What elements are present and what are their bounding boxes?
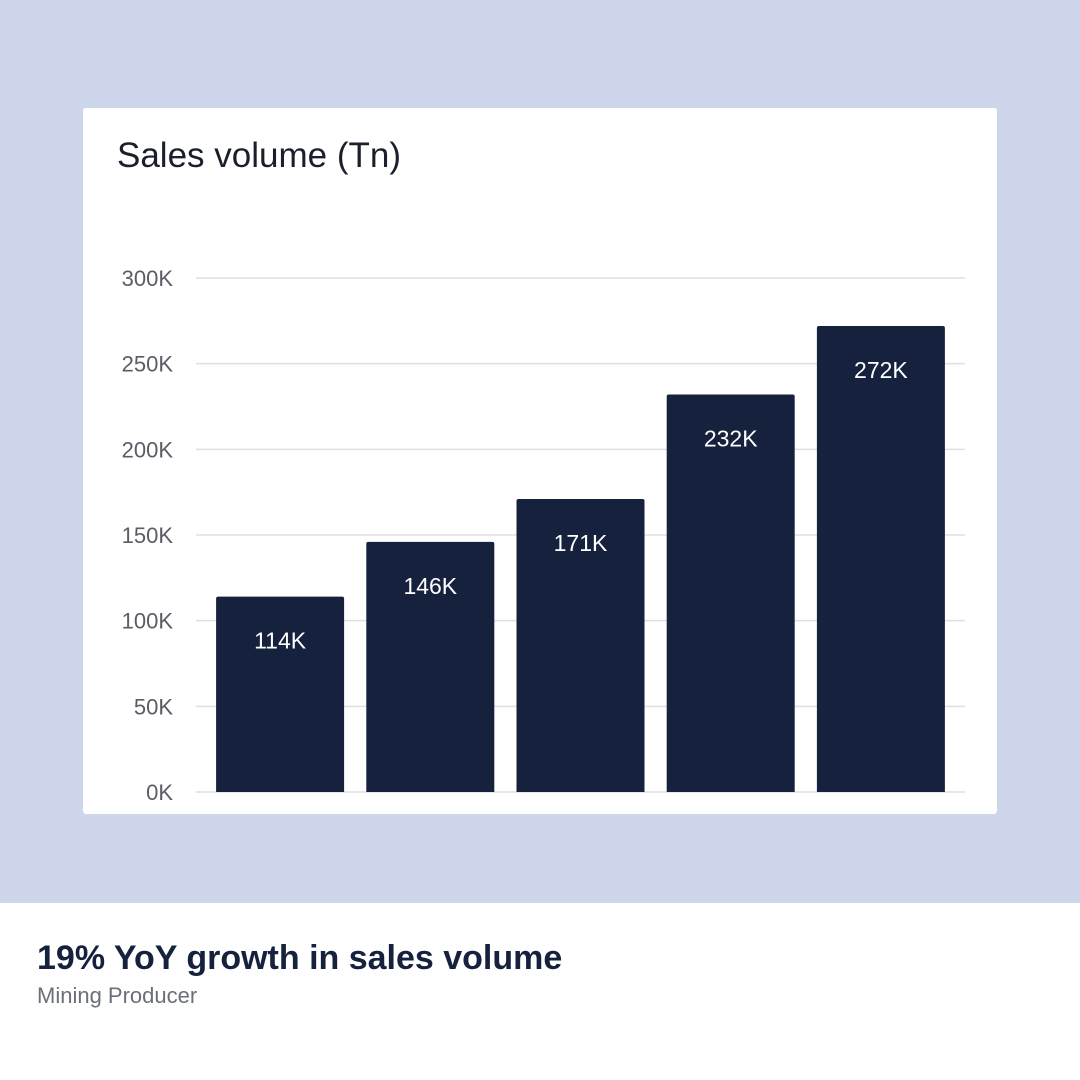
- y-tick-label: 200K: [122, 437, 174, 462]
- chart-card: Sales volume (Tn) 0K 50K 100K 150K 200K 250K 3…: [83, 108, 997, 814]
- bar: [216, 596, 345, 792]
- caption: 19% YoY growth in sales volume Mining Pr…: [37, 936, 1037, 1010]
- bar-value-label: 146K: [403, 573, 457, 599]
- y-axis-ticks: 0K 50K 100K 150K 200K 250K 300K: [122, 266, 174, 805]
- bars: [216, 325, 945, 792]
- bar-chart: 0K 50K 100K 150K 200K 250K 300K 114K 146K 171K 232…: [122, 266, 965, 805]
- y-tick-label: 50K: [134, 694, 173, 719]
- bar-value-label: 114K: [254, 628, 307, 654]
- caption-headline: 19% YoY growth in sales volume: [37, 939, 563, 977]
- y-tick-label: 100K: [122, 609, 174, 634]
- y-tick-label: 250K: [122, 352, 174, 377]
- bar: [366, 541, 495, 792]
- caption-subtitle: Mining Producer: [37, 983, 198, 1008]
- chart-title: Sales volume (Tn): [117, 136, 401, 175]
- bar: [516, 499, 645, 792]
- y-tick-label: 150K: [122, 523, 174, 548]
- backdrop: Sales volume (Tn) 0K 50K 100K 150K 200K 250K 3…: [0, 0, 1080, 903]
- y-tick-label: 0K: [146, 780, 173, 805]
- bar: [816, 325, 945, 792]
- bar-value-label: 171K: [554, 530, 608, 556]
- bar-value-labels: 114K 146K 171K 232K 272K: [254, 357, 908, 654]
- bar: [666, 394, 795, 792]
- bar-value-label: 232K: [704, 426, 758, 452]
- y-tick-label: 300K: [122, 266, 174, 291]
- bar-value-label: 272K: [854, 357, 908, 383]
